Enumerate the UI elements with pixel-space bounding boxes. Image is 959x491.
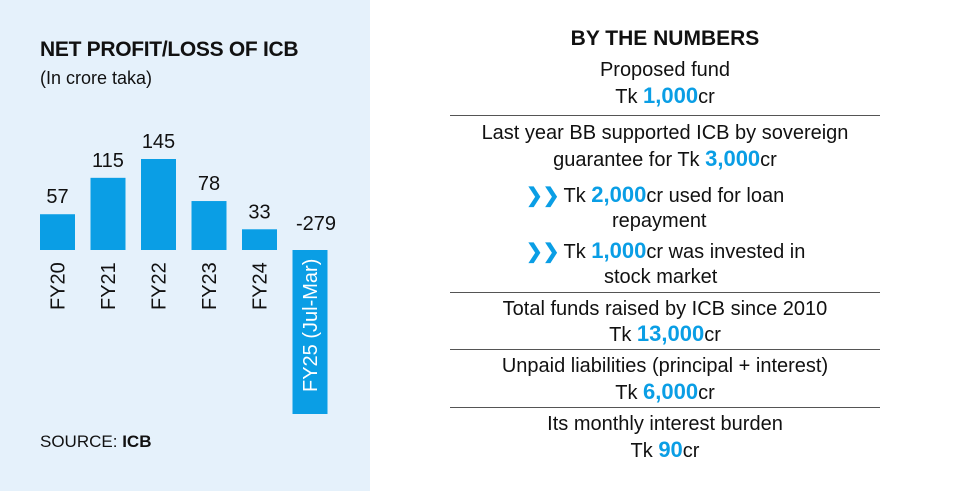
category-label: FY23 bbox=[199, 262, 221, 310]
interest-prefix: Tk bbox=[630, 440, 659, 462]
liab-amount: 6,000 bbox=[643, 379, 699, 404]
chart-subtitle: (In crore taka) bbox=[40, 68, 153, 88]
divider bbox=[450, 292, 880, 293]
interest-label: Its monthly interest burden bbox=[547, 413, 783, 435]
funds-raised-label: Total funds raised by ICB since 2010 bbox=[502, 298, 828, 320]
source-note: SOURCE: ICB bbox=[40, 432, 151, 452]
category-label: FY21 bbox=[98, 262, 120, 310]
source-value: ICB bbox=[122, 432, 152, 451]
funds-prefix: Tk bbox=[609, 324, 637, 346]
divider bbox=[450, 115, 880, 116]
category-label: FY20 bbox=[48, 262, 70, 310]
divider bbox=[450, 407, 880, 408]
value-label: 145 bbox=[142, 131, 175, 153]
proposed-prefix: Tk bbox=[615, 86, 644, 108]
bullet2-amount: 1,000 bbox=[591, 238, 647, 263]
bullet1-amount: 2,000 bbox=[591, 182, 647, 207]
interest-amount: 90 bbox=[658, 437, 683, 462]
bullet-stock-market: ❯❯ Tk 1,000cr was invested in bbox=[526, 239, 805, 264]
chevron-right-icon: ❯❯ bbox=[526, 185, 560, 207]
bar-fy23 bbox=[191, 201, 227, 250]
funds-suffix: cr bbox=[704, 324, 721, 346]
liabilities-value: Tk 6,000cr bbox=[450, 380, 880, 405]
category-label: FY22 bbox=[149, 262, 171, 310]
interest-suffix: cr bbox=[682, 440, 700, 462]
divider bbox=[450, 349, 880, 350]
proposed-fund-label: Proposed fund bbox=[599, 59, 731, 81]
left-panel: NET PROFIT/LOSS OF ICB (In crore taka) 5… bbox=[0, 0, 370, 491]
interest-value: Tk 90cr bbox=[450, 438, 880, 463]
bullet1-suffix: cr used for loan bbox=[646, 185, 785, 207]
bar-fy24 bbox=[242, 229, 277, 250]
guarantee-amount: 3,000 bbox=[705, 146, 761, 171]
category-label: FY24 bbox=[250, 262, 272, 310]
bar-fy25 bbox=[292, 250, 328, 414]
chevron-right-icon: ❯❯ bbox=[526, 241, 560, 263]
proposed-fund-value: Tk 1,000cr bbox=[450, 84, 880, 109]
liabilities-label: Unpaid liabilities (principal + interest… bbox=[501, 355, 829, 377]
bar-fy21 bbox=[90, 177, 126, 250]
bar-fy20 bbox=[40, 214, 75, 250]
funds-raised-value: Tk 13,000cr bbox=[450, 322, 880, 347]
bullet2-suffix: cr was invested in bbox=[646, 241, 806, 263]
bullet1-continuation: repayment bbox=[612, 210, 707, 232]
funds-amount: 13,000 bbox=[636, 321, 705, 346]
value-label: 33 bbox=[248, 201, 270, 223]
value-label: 78 bbox=[198, 173, 220, 195]
proposed-suffix: cr bbox=[698, 86, 715, 108]
bar-chart: 57 FY20 115 FY21 145 FY22 78 FY23 33 FY24 -279 FY25… bbox=[40, 131, 336, 414]
guarantee-suffix: cr bbox=[760, 149, 777, 171]
proposed-amount: 1,000 bbox=[643, 83, 699, 108]
bullet2-continuation: stock market bbox=[604, 266, 718, 288]
value-label: 115 bbox=[92, 150, 124, 172]
liab-prefix: Tk bbox=[615, 382, 644, 404]
value-label: -279 bbox=[296, 213, 336, 235]
numbers-title: BY THE NUMBERS bbox=[570, 27, 760, 50]
category-label: FY25 (Jul-Mar) bbox=[300, 259, 322, 392]
guarantee-value: guarantee for Tk 3,000cr bbox=[450, 147, 880, 172]
guarantee-line: Last year BB supported ICB by sovereign bbox=[481, 122, 849, 144]
guarantee-prefix: guarantee for Tk bbox=[553, 149, 706, 171]
chart-title: NET PROFIT/LOSS OF ICB bbox=[40, 38, 299, 61]
bar-fy22 bbox=[141, 159, 176, 250]
bullet-loan-repayment: ❯❯ Tk 2,000cr used for loan bbox=[526, 183, 784, 208]
source-label: SOURCE: bbox=[40, 432, 118, 451]
bullet1-prefix: Tk bbox=[563, 185, 592, 207]
liab-suffix: cr bbox=[698, 382, 715, 404]
bullet2-prefix: Tk bbox=[563, 241, 592, 263]
value-label: 57 bbox=[46, 186, 68, 208]
